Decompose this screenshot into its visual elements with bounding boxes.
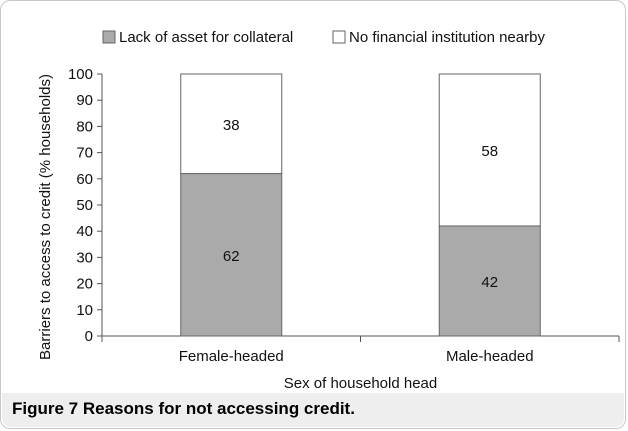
- x-tick-label: Female-headed: [179, 348, 284, 365]
- legend-label-collateral: Lack of asset for collateral: [119, 29, 293, 46]
- bar-segment-no-institution: [180, 73, 283, 175]
- y-tick-label: 40: [76, 223, 93, 240]
- y-tick-label: 100: [68, 66, 93, 83]
- figure-caption-text: Reasons for not accessing credit.: [82, 399, 355, 418]
- y-tick-label: 0: [85, 328, 93, 345]
- figure-label: Figure 7: [12, 399, 79, 418]
- stacked-bar-chart: 0 10 20 30 40 50 60 70 80 90 100 62 38 Female-headed 4…: [37, 29, 620, 392]
- legend-label-no-institution: No financial institution nearby: [349, 29, 545, 46]
- x-tick-label: Male-headed: [446, 348, 534, 365]
- x-axis-title: Sex of household head: [284, 375, 437, 392]
- data-label: 38: [223, 117, 240, 134]
- y-tick-label: 60: [76, 171, 93, 188]
- y-axis-title: Barriers to access to credit (% househol…: [37, 74, 54, 360]
- y-tick-label: 80: [76, 118, 93, 135]
- y-tick-label: 30: [76, 249, 93, 266]
- data-label: 58: [481, 143, 498, 160]
- y-tick-label: 10: [76, 302, 93, 319]
- data-label: 42: [481, 274, 498, 291]
- data-label: 62: [223, 248, 240, 265]
- legend-swatch-collateral: [102, 30, 116, 44]
- legend-swatch-no-institution: [332, 30, 346, 44]
- bar-segment-collateral: [438, 225, 541, 337]
- figure-caption: Figure 7 Reasons for not accessing credi…: [12, 399, 355, 419]
- bar-segment-no-institution: [438, 73, 541, 227]
- caption-band: Figure 7 Reasons for not accessing credi…: [2, 393, 624, 427]
- y-tick-label: 50: [76, 197, 93, 214]
- y-tick-label: 20: [76, 276, 93, 293]
- bar-segment-collateral: [180, 173, 283, 337]
- y-tick-label: 70: [76, 145, 93, 162]
- y-tick-label: 90: [76, 92, 93, 109]
